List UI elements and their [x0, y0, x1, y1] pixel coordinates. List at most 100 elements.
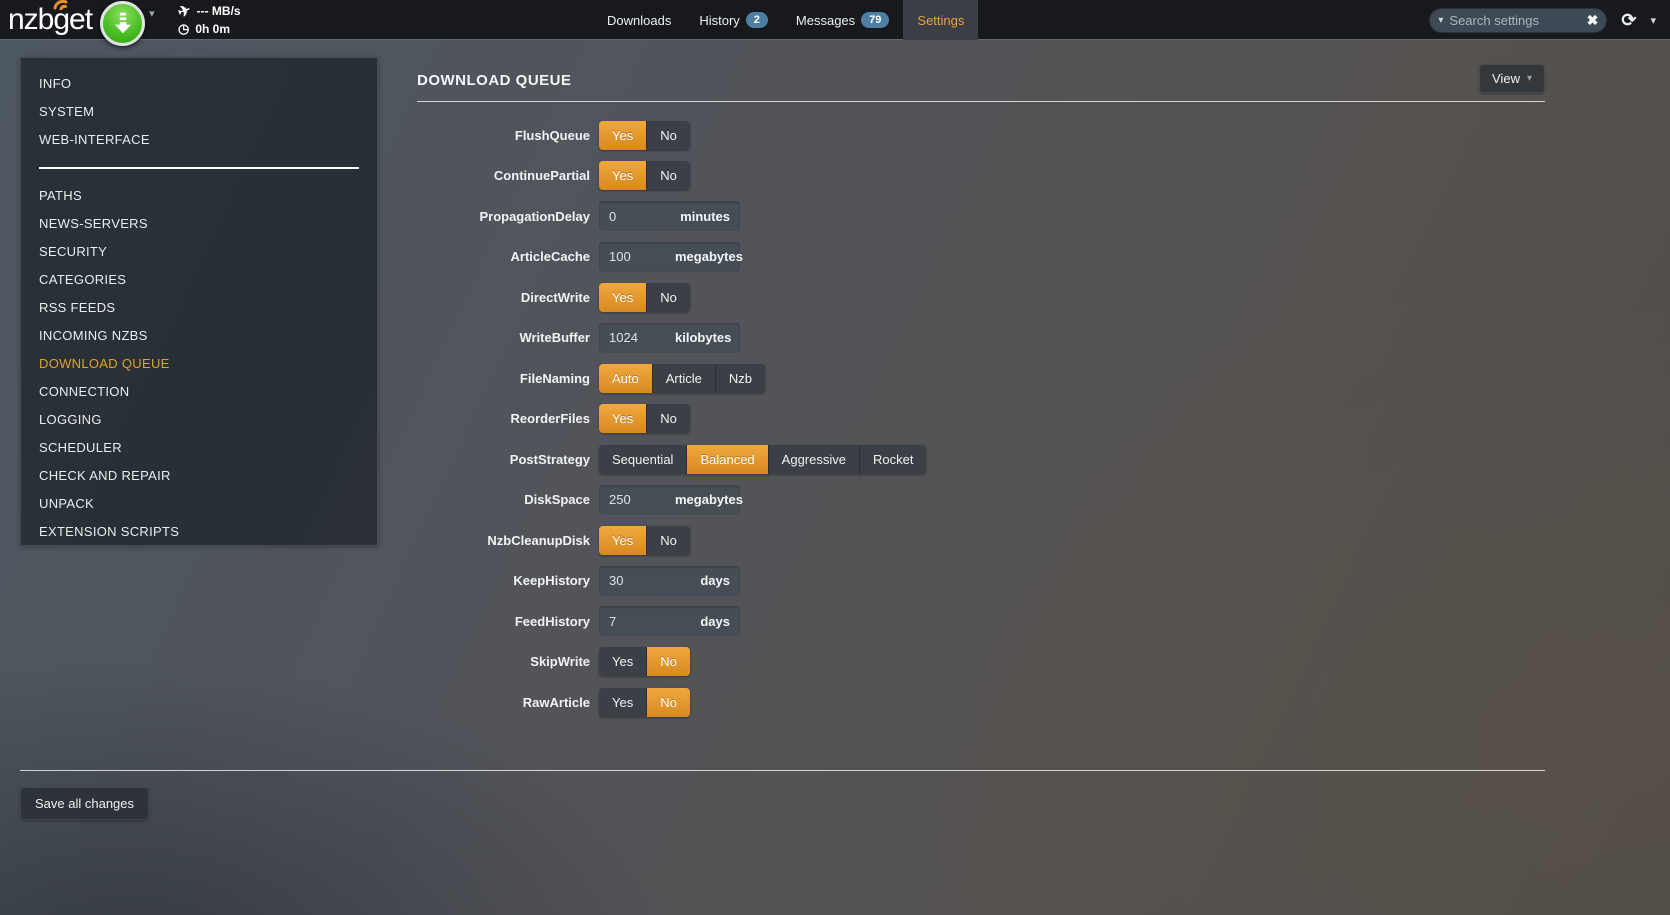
setting-label-diskspace: DiskSpace	[524, 492, 590, 508]
poststrategy-option-balanced[interactable]: Balanced	[687, 444, 769, 474]
setting-control-nzbcleanupdisk: Yes No	[599, 525, 690, 555]
sidebar-item-extension-scripts[interactable]: EXTENSION SCRIPTS	[39, 524, 180, 539]
reorderfiles-option-yes[interactable]: Yes	[599, 404, 648, 434]
flushqueue-option-no[interactable]: No	[647, 120, 690, 150]
skipwrite-option-no[interactable]: No	[647, 647, 690, 677]
speed-status[interactable]: ✈ --- MB/s	[176, 1, 241, 21]
tab-label: Messages	[795, 12, 856, 28]
view-button[interactable]: View ▾	[1479, 64, 1545, 93]
sidebar-item-system[interactable]: SYSTEM	[39, 104, 95, 119]
settings-content: DOWNLOAD QUEUE View ▾ FlushQueue Yes No Con…	[417, 62, 1545, 723]
sidebar-item-download-queue[interactable]: DOWNLOAD QUEUE	[39, 356, 170, 371]
title-divider	[417, 101, 1545, 102]
setting-control-poststrategy: Sequential Balanced Aggressive Rocket	[599, 444, 927, 474]
setting-control-diskspace: megabytes	[599, 484, 743, 515]
setting-label-poststrategy: PostStrategy	[509, 451, 590, 467]
flushqueue-option-yes[interactable]: Yes	[599, 120, 648, 150]
clock-icon: ◷	[178, 21, 190, 36]
time-status[interactable]: ◷ 0h 0m	[178, 20, 241, 38]
poststrategy-option-rocket[interactable]: Rocket	[859, 444, 927, 474]
sidebar-item-unpack[interactable]: UNPACK	[39, 496, 95, 511]
reorderfiles-toggle-group: Yes No	[599, 404, 690, 434]
sidebar-item-news-servers[interactable]: NEWS-SERVERS	[39, 216, 148, 231]
navbar-more-caret-icon[interactable]: ▾	[1650, 14, 1656, 27]
settings-sidebar: INFO SYSTEM WEB-INTERFACE PATHS NEWS-SERVER…	[20, 57, 378, 546]
logo-signal-icon	[53, 0, 68, 10]
sidebar-item-security[interactable]: SECURITY	[39, 244, 108, 259]
setting-row-keephistory: KeepHistory days	[417, 561, 1545, 602]
setting-control-skipwrite: Yes No	[599, 647, 690, 677]
filenaming-option-article[interactable]: Article	[652, 363, 716, 393]
poststrategy-option-sequential[interactable]: Sequential	[599, 444, 688, 474]
setting-control-feedhistory: days	[599, 606, 740, 637]
setting-row-nzbcleanupdisk: NzbCleanupDisk Yes No	[417, 520, 1545, 561]
sidebar-item-scheduler[interactable]: SCHEDULER	[39, 440, 122, 455]
sidebar-item-info[interactable]: INFO	[39, 76, 72, 91]
sidebar-item-paths[interactable]: PATHS	[39, 188, 82, 203]
brand-area: nzbget ▾	[8, 0, 155, 46]
directwrite-option-no[interactable]: No	[647, 282, 690, 312]
setting-control-directwrite: Yes No	[599, 282, 690, 312]
sidebar-item-rss-feeds[interactable]: RSS FEEDS	[39, 300, 116, 315]
sidebar-item-logging[interactable]: LOGGING	[39, 412, 102, 427]
filenaming-toggle-group: Auto Article Nzb	[599, 363, 765, 393]
tab-badge-messages: 79	[861, 11, 890, 29]
skipwrite-toggle-group: Yes No	[599, 647, 690, 677]
rawarticle-option-yes[interactable]: Yes	[599, 687, 648, 717]
directwrite-toggle-group: Yes No	[599, 282, 690, 312]
sidebar-item-connection[interactable]: CONNECTION	[39, 384, 130, 399]
rawarticle-option-no[interactable]: No	[647, 687, 690, 717]
propagationdelay-input-group: minutes	[599, 201, 740, 232]
directwrite-option-yes[interactable]: Yes	[599, 282, 648, 312]
keephistory-input[interactable]	[609, 573, 675, 589]
setting-label-writebuffer: WriteBuffer	[519, 330, 590, 346]
setting-row-rawarticle: RawArticle Yes No	[417, 682, 1545, 723]
tab-messages[interactable]: Messages 79	[782, 0, 904, 40]
tab-label: Settings	[917, 12, 965, 28]
setting-row-continuepartial: ContinuePartial Yes No	[417, 156, 1545, 197]
tab-settings[interactable]: Settings	[903, 0, 979, 40]
refresh-icon[interactable]: ⟳	[1621, 9, 1637, 30]
sidebar-top-group: INFO SYSTEM WEB-INTERFACE	[21, 70, 377, 154]
propagationdelay-input[interactable]	[609, 208, 675, 224]
reorderfiles-option-no[interactable]: No	[647, 404, 690, 434]
filenaming-option-nzb[interactable]: Nzb	[715, 363, 765, 393]
search-scope-caret-icon[interactable]: ▾	[1438, 14, 1444, 26]
poststrategy-option-aggressive[interactable]: Aggressive	[768, 444, 860, 474]
nzbcleanupdisk-option-yes[interactable]: Yes	[599, 525, 648, 555]
search-input[interactable]	[1449, 12, 1587, 28]
setting-label-keephistory: KeepHistory	[513, 573, 590, 589]
footer-divider	[20, 770, 1545, 771]
diskspace-input-group: megabytes	[599, 484, 743, 515]
articlecache-input[interactable]	[609, 249, 675, 265]
continuepartial-option-no[interactable]: No	[647, 161, 690, 191]
setting-label-reorderfiles: ReorderFiles	[510, 411, 590, 427]
diskspace-input[interactable]	[609, 492, 675, 508]
filenaming-option-auto[interactable]: Auto	[599, 363, 653, 393]
search-clear-icon[interactable]: ✖	[1586, 12, 1599, 28]
sidebar-item-web-interface[interactable]: WEB-INTERFACE	[39, 132, 150, 147]
setting-control-keephistory: days	[599, 565, 740, 596]
tab-downloads[interactable]: Downloads	[593, 0, 685, 40]
download-play-button[interactable]	[100, 0, 146, 46]
setting-control-propagationdelay: minutes	[599, 201, 740, 232]
sidebar-item-categories[interactable]: CATEGORIES	[39, 272, 127, 287]
writebuffer-input[interactable]	[609, 330, 675, 346]
feedhistory-input[interactable]	[609, 613, 675, 629]
tab-history[interactable]: History 2	[685, 0, 782, 40]
page-title: DOWNLOAD QUEUE	[417, 72, 572, 89]
time-value: 0h 0m	[195, 22, 231, 36]
continuepartial-option-yes[interactable]: Yes	[599, 161, 648, 191]
setting-row-propagationdelay: PropagationDelay minutes	[417, 196, 1545, 237]
nzbcleanupdisk-option-no[interactable]: No	[647, 525, 690, 555]
save-all-changes-button[interactable]: Save all changes	[20, 787, 150, 820]
top-navbar: nzbget ▾ ✈ --- MB/s ◷ 0h 0m Downloads His…	[0, 0, 1670, 46]
skipwrite-option-yes[interactable]: Yes	[599, 647, 648, 677]
writebuffer-input-group: kilobytes	[599, 322, 740, 353]
setting-label-rawarticle: RawArticle	[522, 694, 590, 710]
sidebar-item-incoming-nzbs[interactable]: INCOMING NZBS	[39, 328, 148, 343]
tab-label: History	[699, 12, 740, 28]
play-menu-caret-icon[interactable]: ▾	[149, 7, 155, 20]
flushqueue-toggle-group: Yes No	[599, 120, 690, 150]
sidebar-item-check-and-repair[interactable]: CHECK AND REPAIR	[39, 468, 171, 483]
